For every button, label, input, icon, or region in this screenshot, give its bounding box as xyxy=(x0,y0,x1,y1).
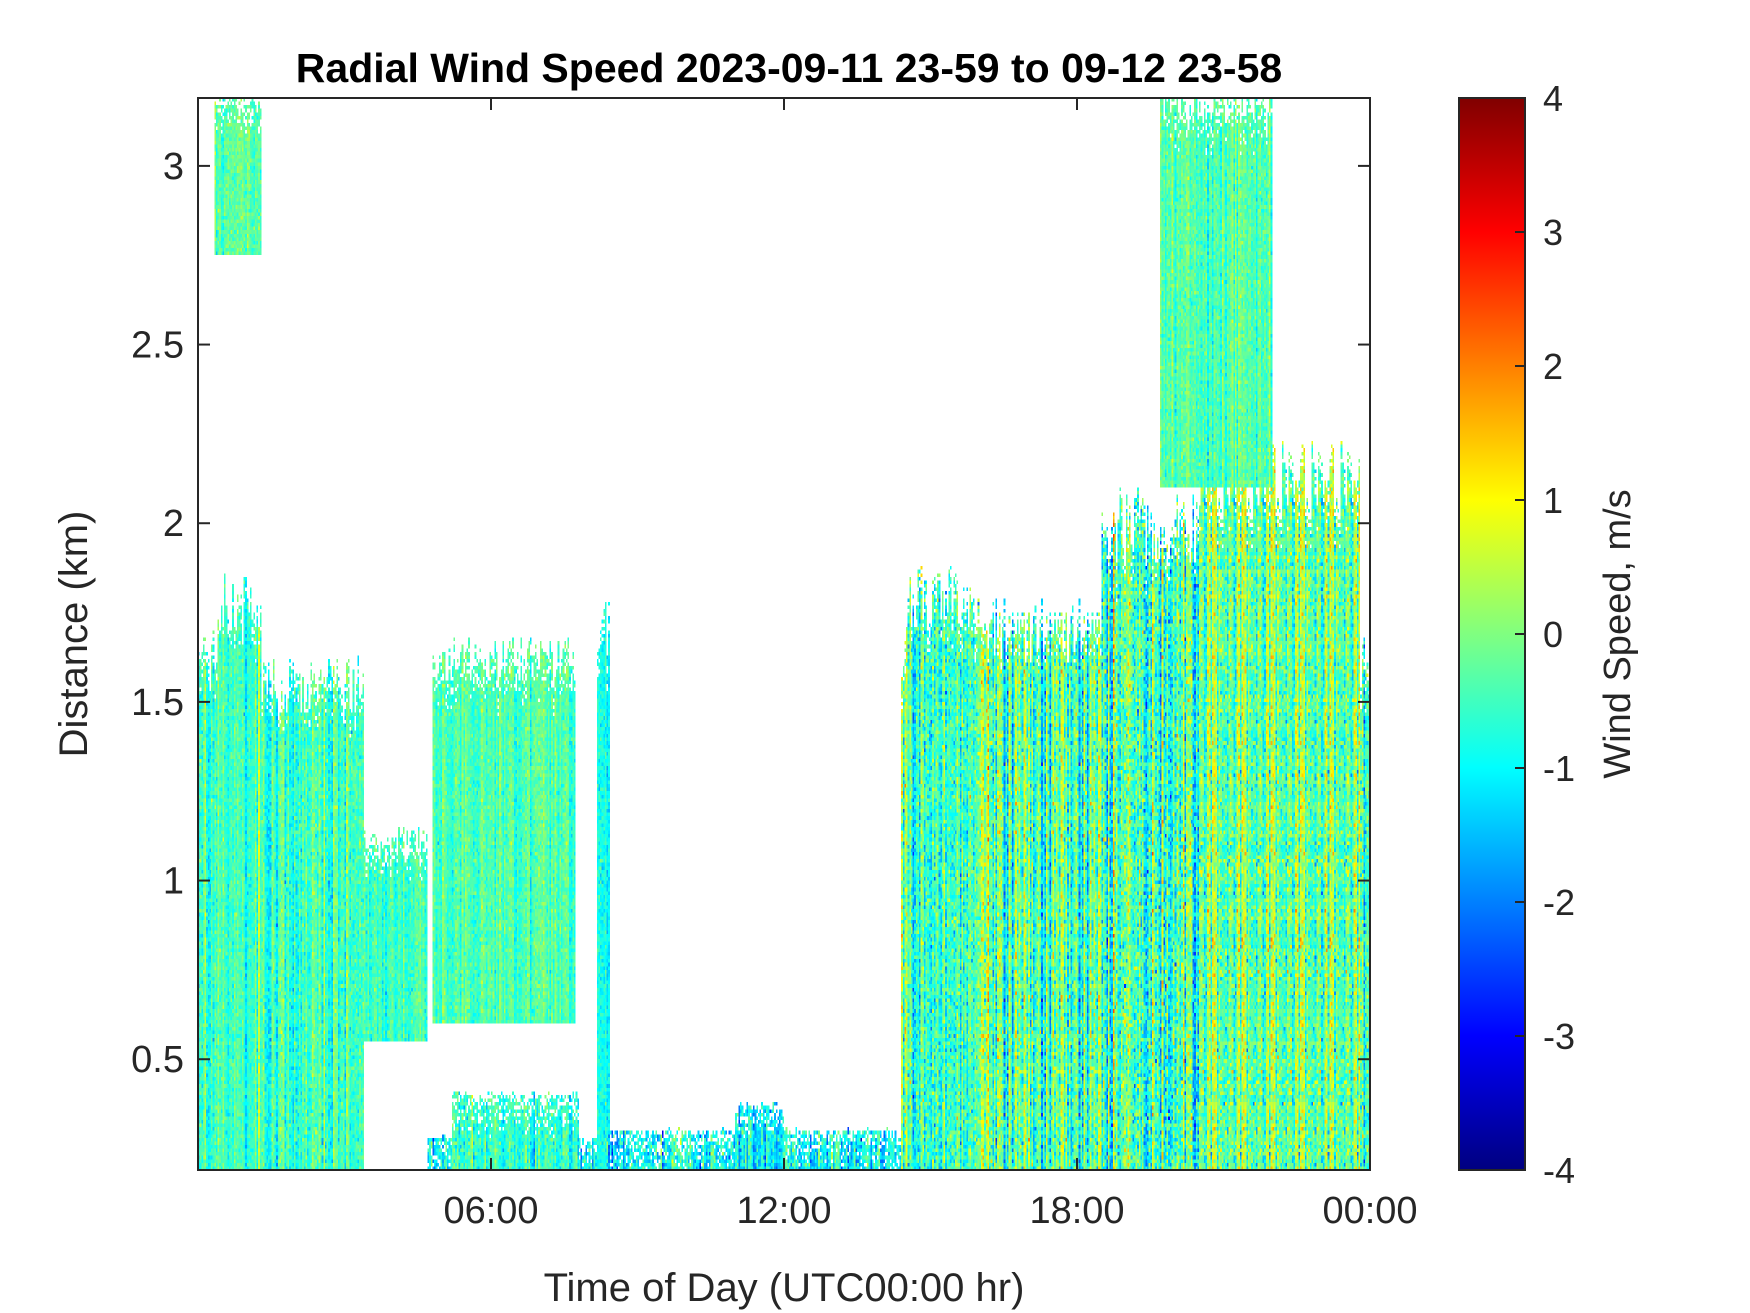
plot-area xyxy=(197,97,1371,1171)
colorbar-tick-label: 4 xyxy=(1543,78,1563,119)
y-tick-label: 1.5 xyxy=(131,682,184,724)
y-tick-label: 3 xyxy=(163,146,184,188)
x-tick-label: 00:00 xyxy=(1322,1190,1417,1232)
y-axis-label: Distance (km) xyxy=(52,511,96,758)
x-axis-ticks: 06:00 12:00 18:00 00:00 xyxy=(443,98,1418,1232)
x-tick-label: 06:00 xyxy=(443,1190,538,1232)
y-tick-label: 0.5 xyxy=(131,1039,184,1081)
chart-title: Radial Wind Speed 2023-09-11 23-59 to 09… xyxy=(296,45,1282,91)
colorbar-gradient xyxy=(1458,97,1526,1171)
x-tick-label: 12:00 xyxy=(736,1190,831,1232)
y-axis-ticks: 0.5 1 1.5 2 2.5 3 xyxy=(131,146,1370,1081)
x-tick-label: 18:00 xyxy=(1029,1190,1124,1232)
colorbar-tick-label: 1 xyxy=(1543,480,1563,521)
colorbar: 4 3 2 1 0 -1 -2 -3 -4 Wind Speed, m/s xyxy=(1458,78,1639,1191)
wind-speed-heatmap xyxy=(198,98,1370,1170)
y-tick-label: 2 xyxy=(163,503,184,545)
y-tick-label: 1 xyxy=(163,861,184,903)
colorbar-tick-label: 0 xyxy=(1543,614,1563,655)
colorbar-label: Wind Speed, m/s xyxy=(1597,489,1639,778)
colorbar-tick-label: 2 xyxy=(1543,346,1563,387)
colorbar-tick-label: -1 xyxy=(1543,748,1575,789)
colorbar-tick-label: 3 xyxy=(1543,212,1563,253)
colorbar-tick-label: -3 xyxy=(1543,1016,1575,1057)
y-tick-label: 2.5 xyxy=(131,325,184,367)
x-axis-label: Time of Day (UTC00:00 hr) xyxy=(544,1266,1025,1310)
colorbar-tick-label: -2 xyxy=(1543,882,1575,923)
colorbar-tick-label: -4 xyxy=(1543,1150,1575,1191)
colorbar-ticks: 4 3 2 1 0 -1 -2 -3 -4 xyxy=(1515,78,1575,1191)
